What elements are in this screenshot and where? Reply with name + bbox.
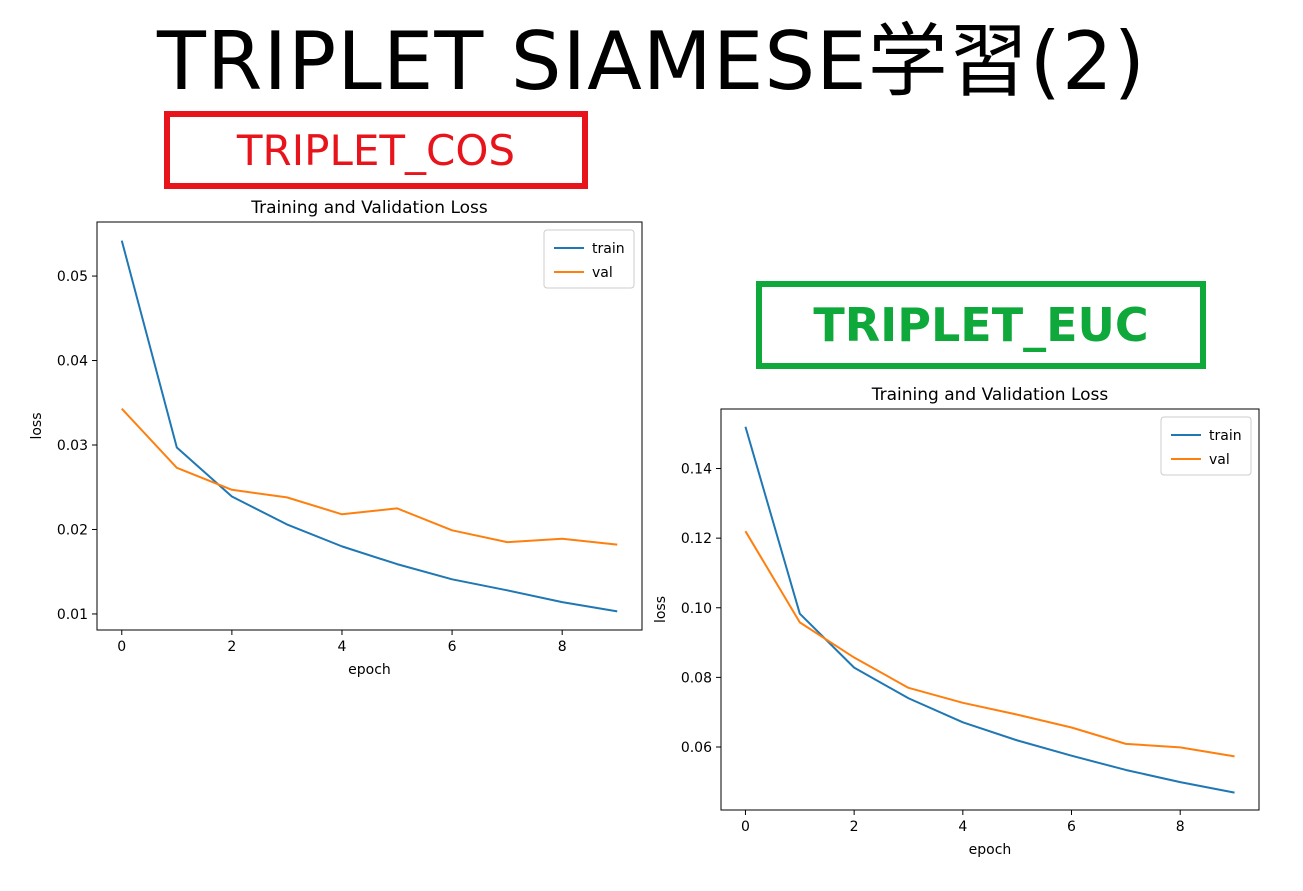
euc-legend-train-label: train — [1209, 428, 1242, 444]
euc-x-tick-label: 8 — [1176, 819, 1185, 835]
euc-y-tick-label: 0.08 — [681, 670, 712, 686]
cos-legend-train-label: train — [592, 241, 625, 257]
triplet-cos-label: TRIPLET_COS — [164, 111, 588, 189]
cos-y-tick-label: 0.01 — [57, 607, 88, 623]
cos-y-tick-label: 0.04 — [57, 354, 88, 370]
cos-series-val-line — [121, 407, 618, 546]
euc-plot-frame — [720, 408, 1260, 811]
cos-y-tick-label: 0.05 — [57, 269, 88, 285]
euc-x-tick-label: 6 — [1067, 819, 1076, 835]
euc-y-tick-label: 0.14 — [681, 462, 712, 478]
cos-x-tick-label: 8 — [558, 639, 567, 655]
euc-y-tick-label: 0.06 — [681, 740, 712, 756]
cos-legend — [543, 229, 635, 289]
cos-x-tick-label: 2 — [227, 639, 236, 655]
cos-x-axis-label: epoch — [348, 662, 391, 678]
cos-y-axis-label: loss — [29, 412, 45, 439]
cos-chart-title: Training and Validation Loss — [250, 198, 488, 218]
cos-x-tick-label: 0 — [117, 639, 126, 655]
cos-series-train-line — [120, 240, 618, 613]
cos-x-tick-label: 6 — [448, 639, 457, 655]
cos-plot-frame — [96, 221, 643, 631]
euc-y-tick-label: 0.12 — [681, 531, 712, 547]
euc-x-tick-label: 4 — [958, 819, 967, 835]
euc-series-train-line — [744, 426, 1235, 794]
euc-legend — [1160, 416, 1252, 476]
euc-series-val-line — [744, 530, 1235, 758]
slide-title: TRIPLET SIAMESE学習(2) — [156, 15, 1147, 108]
cos-legend-val-label: val — [592, 265, 613, 281]
euc-x-axis-label: epoch — [969, 842, 1012, 858]
euc-legend-val-label: val — [1209, 452, 1230, 468]
cos-y-tick-label: 0.03 — [57, 438, 88, 454]
triplet-euc-label: TRIPLET_EUC — [756, 281, 1206, 369]
cos-y-tick-label: 0.02 — [57, 522, 88, 538]
euc-y-tick-label: 0.10 — [681, 601, 712, 617]
euc-y-axis-label: loss — [653, 596, 669, 623]
euc-chart-title: Training and Validation Loss — [871, 385, 1109, 405]
cos-x-tick-label: 4 — [338, 639, 347, 655]
euc-x-tick-label: 0 — [741, 819, 750, 835]
euc-x-tick-label: 2 — [850, 819, 859, 835]
